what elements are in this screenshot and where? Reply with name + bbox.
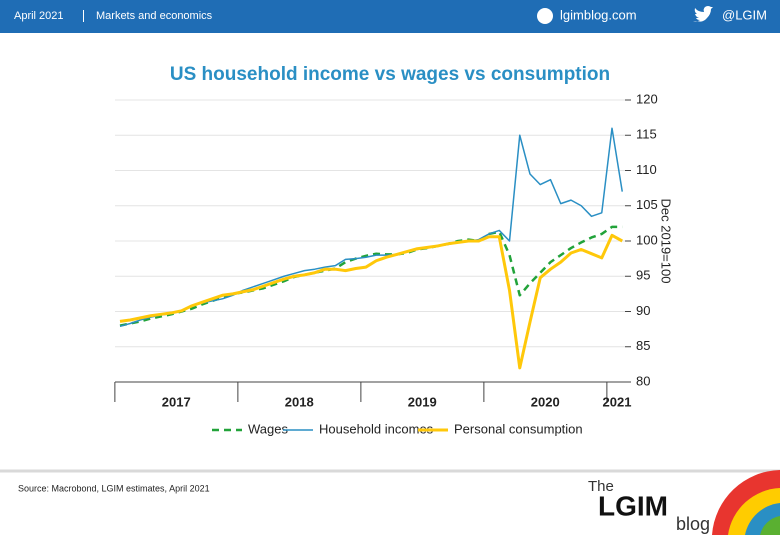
y-tick-label: 80 xyxy=(636,373,650,388)
y-tick-label: 85 xyxy=(636,338,650,353)
logo-name: LGIM xyxy=(598,490,668,521)
twitter-icon xyxy=(693,6,713,22)
header-handle[interactable]: @LGIM xyxy=(722,7,767,22)
x-tick-label: 2017 xyxy=(162,394,191,409)
line-series xyxy=(119,225,623,327)
line-series xyxy=(119,127,623,328)
legend-label: Wages xyxy=(248,421,288,436)
logo-umbrella xyxy=(760,516,780,535)
line-series xyxy=(119,233,623,370)
logo-blog: blog xyxy=(676,514,710,534)
site-icon xyxy=(537,8,553,24)
y-tick-label: 115 xyxy=(636,127,657,142)
header-site[interactable]: lgimblog.com xyxy=(560,7,637,22)
header-section: Markets and economics xyxy=(96,10,213,22)
x-tick-label: 2021 xyxy=(603,394,632,409)
y-tick-label: 105 xyxy=(636,197,658,212)
y-axis-label: Dec 2019=100 xyxy=(659,199,674,284)
x-tick-label: 2019 xyxy=(408,394,437,409)
y-tick-label: 120 xyxy=(636,91,658,106)
y-tick-label: 90 xyxy=(636,303,650,318)
header-divider xyxy=(83,10,84,22)
x-tick-label: 2018 xyxy=(285,394,314,409)
logo-the: The xyxy=(588,478,614,495)
logo: The LGIM blog xyxy=(588,470,780,535)
header-bar xyxy=(0,0,780,33)
y-tick-label: 95 xyxy=(636,268,650,283)
legend-label: Household incomes xyxy=(319,421,434,436)
chart-title: US household income vs wages vs consumpt… xyxy=(170,64,610,85)
y-tick-label: 110 xyxy=(636,162,657,177)
header-date: April 2021 xyxy=(14,10,64,22)
source: Source: Macrobond, LGIM estimates, April… xyxy=(18,483,210,493)
legend-label: Personal consumption xyxy=(454,421,583,436)
x-tick-label: 2020 xyxy=(531,394,560,409)
y-tick-label: 100 xyxy=(636,232,658,247)
